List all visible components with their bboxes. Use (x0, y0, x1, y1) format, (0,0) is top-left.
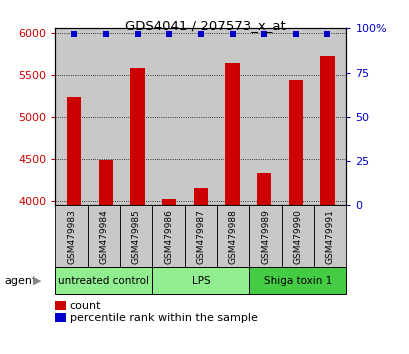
Text: GSM479985: GSM479985 (131, 209, 140, 264)
Bar (162, 199, 176, 205)
Point (71, 31, 77, 36)
Bar (288, 80, 302, 205)
Point (324, 31, 330, 36)
Point (166, 31, 172, 36)
Bar (130, 68, 144, 205)
Point (260, 31, 267, 36)
Text: GSM479988: GSM479988 (228, 209, 237, 264)
Text: LPS: LPS (191, 275, 210, 286)
Point (292, 31, 299, 36)
Text: GSM479986: GSM479986 (164, 209, 173, 264)
Text: count: count (70, 301, 101, 310)
Text: GSM479990: GSM479990 (293, 209, 302, 264)
Point (197, 31, 204, 36)
Text: ▶: ▶ (33, 275, 41, 286)
Text: GSM479991: GSM479991 (325, 209, 334, 264)
Text: Shiga toxin 1: Shiga toxin 1 (263, 275, 331, 286)
Bar (67, 97, 81, 205)
Text: GSM479987: GSM479987 (196, 209, 205, 264)
Text: agent: agent (4, 275, 36, 286)
Text: GSM479989: GSM479989 (261, 209, 270, 264)
Point (102, 31, 109, 36)
Text: untreated control: untreated control (58, 275, 149, 286)
Bar (193, 188, 207, 205)
Point (134, 31, 141, 36)
Text: percentile rank within the sample: percentile rank within the sample (70, 313, 257, 323)
Text: GSM479983: GSM479983 (67, 209, 76, 264)
Bar (256, 173, 271, 205)
Bar (225, 63, 239, 205)
Point (229, 31, 235, 36)
Text: GSM479984: GSM479984 (99, 209, 108, 264)
Bar (99, 160, 113, 205)
Text: GDS4041 / 207573_x_at: GDS4041 / 207573_x_at (124, 19, 285, 33)
Bar (319, 56, 334, 205)
